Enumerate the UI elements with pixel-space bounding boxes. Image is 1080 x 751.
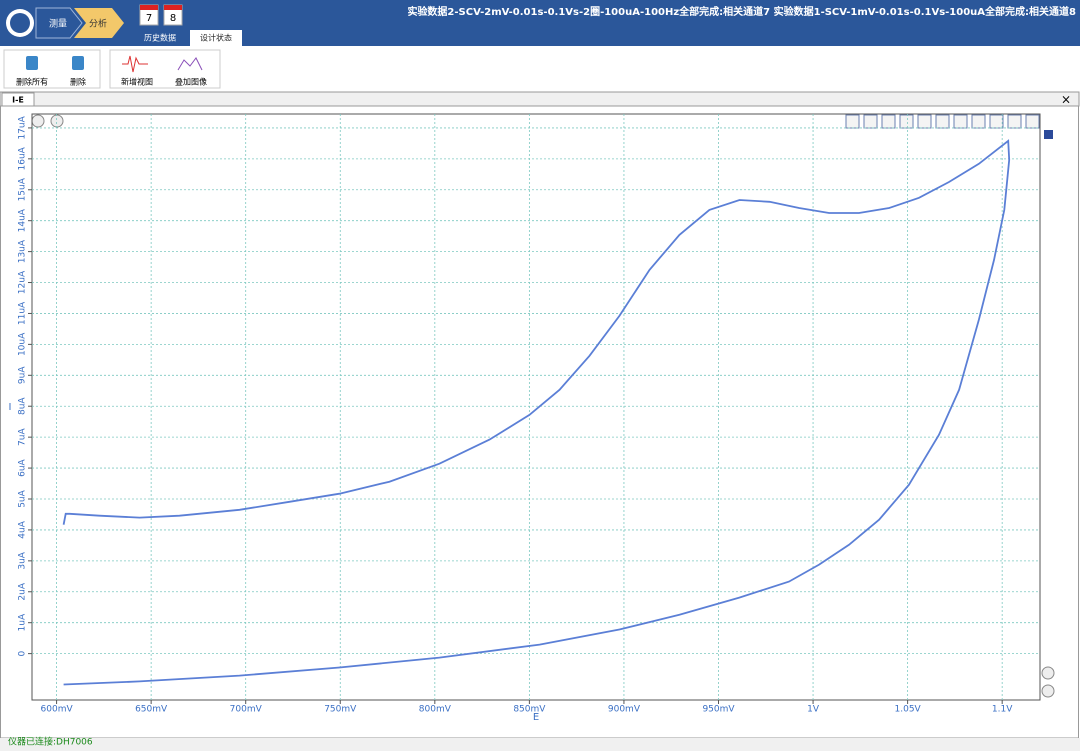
y-tick-label: 3uA [18, 551, 28, 569]
channel-number: 8 [170, 13, 176, 24]
chart-tool[interactable] [971, 114, 986, 129]
chart-tool[interactable] [953, 114, 968, 129]
tab[interactable]: 设计状态 [200, 33, 232, 43]
new-view-icon[interactable] [122, 55, 148, 73]
close-button[interactable]: × [1061, 93, 1071, 107]
nav-analyze[interactable] [74, 8, 124, 38]
tab[interactable]: 历史数据 [144, 33, 176, 43]
y-tick-label: 9uA [18, 366, 28, 384]
header-title: 实验数据2-SCV-2mV-0.01s-0.1Vs-2圈-100uA-100Hz… [407, 5, 1076, 18]
channel-icon-top [140, 5, 158, 10]
chart-tool[interactable] [1007, 114, 1022, 129]
chart-tool[interactable] [881, 114, 896, 129]
status-bar [0, 738, 1080, 751]
toolbar-group [3, 49, 101, 89]
chart-tool[interactable] [863, 114, 878, 129]
y-tick-label: 13uA [18, 239, 28, 263]
y-tick-label: 0 [18, 650, 28, 656]
zoom-in[interactable] [1041, 666, 1055, 680]
toolbar-label[interactable]: 删除 [70, 77, 86, 87]
y-tick-label: 2uA [18, 582, 28, 600]
nav-label: 测量 [49, 19, 67, 30]
y-tick-label: 16uA [18, 146, 28, 170]
y-tick-label: 4uA [18, 520, 28, 538]
y-tick-label: 14uA [18, 208, 28, 232]
chart-tool[interactable] [935, 114, 950, 129]
plot-area [31, 113, 1041, 701]
y-tick-label: 6uA [18, 458, 28, 476]
x-tick-label: 900mV [608, 705, 641, 715]
channel-icon-top [164, 5, 182, 10]
zoom-in[interactable] [31, 114, 45, 128]
tab-active-bg [190, 30, 242, 46]
x-axis-label: E [533, 712, 539, 723]
view-frame [0, 105, 1079, 739]
data-line [62, 139, 1011, 686]
y-tick-label: 8uA [18, 397, 28, 415]
view-tab-strip [0, 91, 1080, 107]
delete-all-icon[interactable] [26, 56, 38, 70]
zoom-out[interactable] [1041, 684, 1055, 698]
chart-tool[interactable] [989, 114, 1004, 129]
x-tick-label: 600mV [41, 705, 74, 715]
y-tick-label: 12uA [18, 270, 28, 294]
y-tick-label: 10uA [18, 332, 28, 356]
x-tick-label: 950mV [702, 705, 735, 715]
y-tick-label: 7uA [18, 428, 28, 446]
x-tick-label: 700mV [230, 705, 263, 715]
y-tick-label: 17uA [18, 115, 28, 139]
zoom-out[interactable] [50, 114, 64, 128]
view-tab-label: I-E [12, 96, 24, 105]
logo-mark [10, 13, 30, 33]
x-tick-label: 1V [807, 705, 820, 715]
chart-tool[interactable] [845, 114, 860, 129]
status-text: 仪器已连接:DH7006 [8, 736, 93, 748]
toolbar-label[interactable]: 新增视图 [121, 77, 153, 87]
chart-tool[interactable] [917, 114, 932, 129]
toolbar-label[interactable]: 删除所有 [16, 77, 48, 87]
legend-swatch[interactable] [1044, 130, 1053, 139]
y-tick-label: 15uA [18, 177, 28, 201]
x-tick-label: 750mV [324, 705, 357, 715]
y-tick-label: 11uA [18, 301, 28, 325]
y-tick-label: 5uA [18, 489, 28, 507]
x-tick-label: 800mV [419, 705, 452, 715]
chart-tool[interactable] [899, 114, 914, 129]
chart-tool[interactable] [1025, 114, 1040, 129]
overlay-icon[interactable] [177, 57, 203, 71]
channel-number: 7 [146, 13, 152, 24]
nav-measure[interactable] [35, 7, 83, 39]
x-tick-label: 650mV [135, 705, 168, 715]
y-tick-label: 1uA [18, 613, 28, 631]
nav-label: 分析 [89, 18, 107, 30]
x-tick-label: 850mV [513, 705, 546, 715]
y-axis-label: I [9, 402, 12, 413]
toolbar-label[interactable]: 叠加图像 [175, 77, 207, 87]
chart-tools [845, 114, 1040, 129]
x-tick-label: 1.1V [992, 705, 1013, 715]
x-tick-label: 1.05V [895, 705, 922, 715]
delete-icon[interactable] [72, 56, 84, 70]
